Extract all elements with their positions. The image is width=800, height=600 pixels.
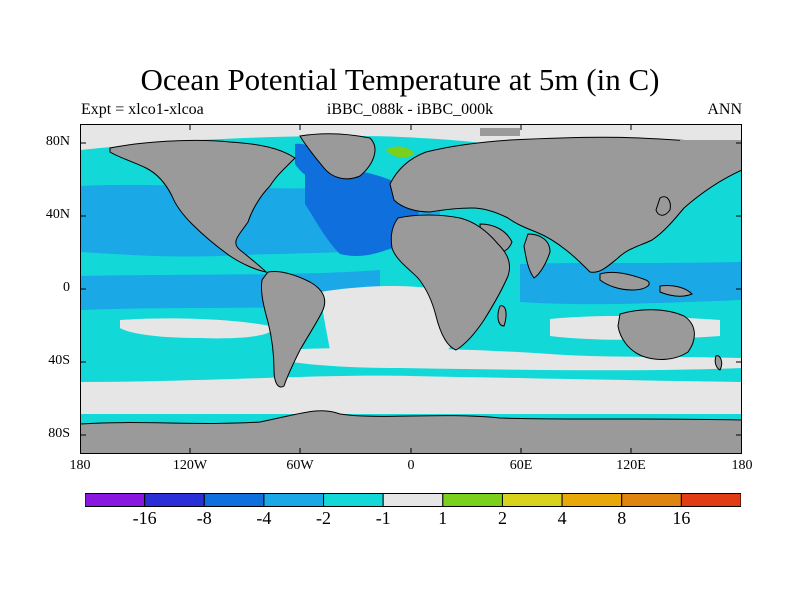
north-america — [109, 139, 296, 273]
colorbar-label: 4 — [557, 508, 567, 528]
colorbar-label: -2 — [316, 508, 331, 528]
x-tick-label: 120E — [616, 458, 646, 473]
map-title: Ocean Potential Temperature at 5m (in C) — [140, 62, 660, 97]
ocean-near-zero-south-band — [280, 347, 742, 371]
ocean-patch-minus4-labrador — [295, 143, 330, 180]
japan — [655, 196, 671, 216]
new-zealand — [714, 355, 723, 371]
colorbar-label: -8 — [196, 508, 212, 528]
arctic-land-patch-east — [680, 140, 742, 154]
indian-subcontinent — [523, 233, 551, 279]
colorbar-label: -1 — [375, 508, 391, 528]
ocean-patch-minus4-atlantic — [305, 168, 419, 256]
madagascar — [497, 305, 507, 327]
antarctica — [80, 410, 742, 454]
y-tick-label: 40N — [45, 207, 70, 222]
colorbar-label: 16 — [672, 508, 691, 528]
experiment-label: Expt = xlco1-xlcoa — [81, 101, 204, 118]
greenland — [299, 133, 376, 180]
ocean-positive-patch — [386, 146, 414, 158]
new-guinea — [659, 285, 693, 297]
colorbar-label: -4 — [256, 508, 272, 528]
colorbar-label: -16 — [132, 508, 157, 528]
colorbar-swatch — [263, 493, 325, 507]
x-tick-label: 180 — [69, 458, 91, 473]
colorbar-swatch — [561, 493, 623, 507]
colorbar-swatch — [323, 493, 384, 507]
y-tick-label: 80N — [45, 134, 70, 149]
x-tick-label: 120W — [172, 458, 208, 473]
south-america — [261, 271, 326, 388]
colorbar-label: 2 — [498, 508, 507, 528]
y-tick-label: 40S — [48, 353, 70, 368]
season-label: ANN — [707, 101, 742, 118]
land-masses — [80, 133, 742, 454]
x-tick-label: 60W — [286, 458, 314, 473]
colorbar-swatch — [203, 493, 265, 507]
colorbar-swatch — [680, 493, 741, 507]
colorbar-swatch — [85, 493, 146, 507]
ocean-near-zero-south-atlantic — [320, 286, 456, 358]
ocean-near-zero-south-pacific — [120, 318, 272, 339]
colorbar-swatch — [442, 493, 503, 507]
ocean-near-zero-southern — [80, 375, 742, 414]
axis-ticks — [80, 124, 742, 454]
y-tick-label: 80S — [48, 426, 70, 441]
southeast-asia-islands — [599, 271, 650, 291]
arctic-land-patch — [480, 128, 520, 136]
y-tick-label: 0 — [63, 280, 70, 295]
x-tick-label: 180 — [731, 458, 753, 473]
australia — [617, 309, 695, 360]
colorbar-swatch — [382, 493, 444, 507]
eurasia — [389, 136, 742, 273]
world-map-plot — [80, 124, 742, 454]
colorbar-label: 8 — [617, 508, 627, 528]
x-tick-label: 60E — [509, 458, 533, 473]
colorbar-swatch — [501, 493, 563, 507]
colorbar-swatch — [621, 493, 682, 507]
colorbar — [85, 493, 741, 507]
x-tick-label: 0 — [407, 458, 415, 473]
experiment-difference-label: iBBC_088k - iBBC_000k — [326, 101, 494, 118]
colorbar-label: 1 — [438, 508, 448, 528]
colorbar-swatch — [144, 493, 205, 507]
africa — [390, 214, 511, 351]
